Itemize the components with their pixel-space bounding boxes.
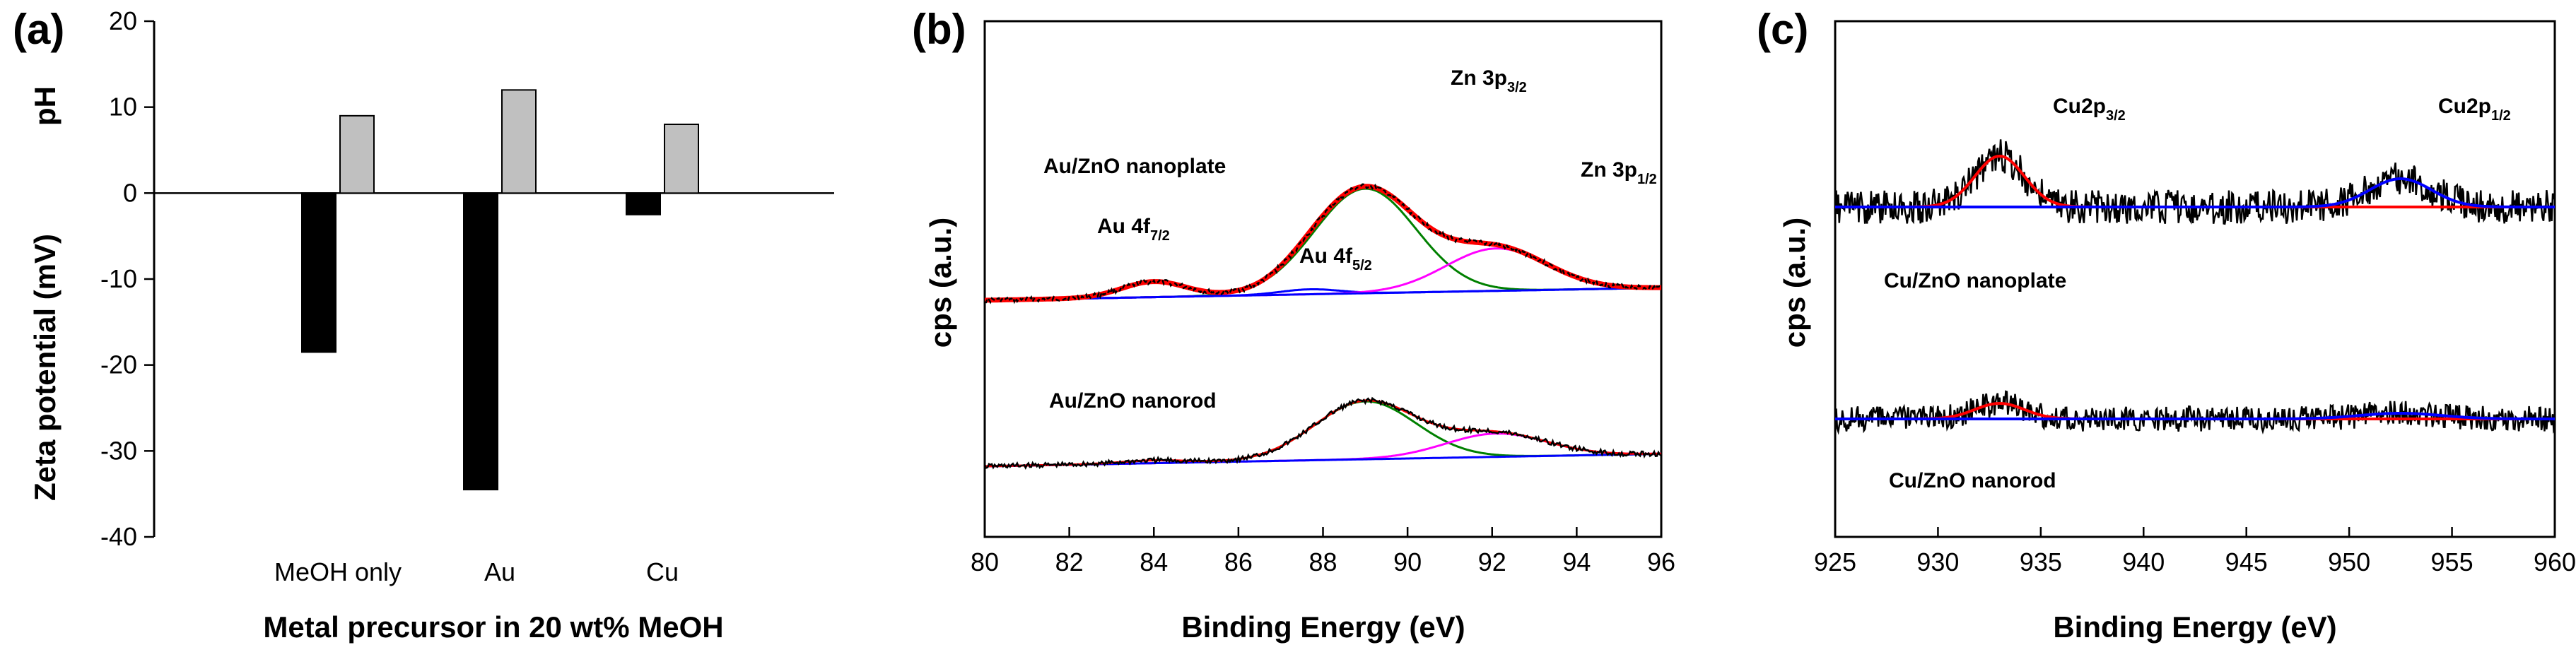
panel-a: (a) 20 10 0 -10 -20 -30 -40 MeOH only Au Cu pH Z… (13, 6, 834, 644)
annotation-cu-zno-nanorod: Cu/ZnO nanorod (1889, 469, 2056, 492)
ph-bar-0 (339, 114, 375, 194)
panel-b-xtick-label: 80 (971, 548, 999, 576)
panel-c-ylabel: cps (a.u.) (1778, 218, 1811, 348)
panel-a-ytick-label: 10 (109, 93, 137, 122)
panel-c-frame (1834, 20, 2556, 538)
panel-c-raw-spectrum-0 (1834, 139, 2556, 225)
panel-b-curves (983, 183, 1662, 470)
panel-b-fit-envelope-0 (985, 184, 1661, 303)
panel-a-xticks: MeOH only Au Cu (274, 557, 679, 586)
annotation-au-4f72: Au 4f7/2 (1097, 215, 1170, 244)
panel-c-component-cu2p12-1 (1835, 412, 2555, 420)
panel-b-label: (b) (912, 6, 966, 53)
panel-c-component-cu2p12-0 (1835, 177, 2555, 208)
annotation-au-4f52: Au 4f5/2 (1299, 244, 1372, 273)
panel-b-ylabel: cps (a.u.) (924, 218, 957, 348)
panel-c-xtick-label: 950 (2328, 548, 2370, 576)
annotation-zn-3p32: Zn 3p3/2 (1451, 66, 1527, 95)
panel-a-ytick-label: 0 (123, 178, 137, 207)
panel-c: (c) 925 930 935 940 945 950 955 960 cps (a.u.) … (1757, 6, 2576, 644)
panel-a-xlabel: Metal precursor in 20 wt% MeOH (263, 610, 723, 644)
panel-b-raw-spectrum-0 (984, 183, 1662, 304)
panel-c-raw-spectrum-1 (1834, 390, 2556, 435)
panel-b-raw-spectrum-1 (983, 396, 1662, 470)
panel-a-xtick-label: Au (484, 557, 515, 586)
panel-a-ytick-label: -30 (100, 436, 137, 465)
panel-b-xtick-label: 94 (1562, 548, 1591, 576)
panel-c-label: (c) (1757, 6, 1808, 53)
annotation-cu-zno-nanoplate: Cu/ZnO nanoplate (1884, 269, 2066, 292)
annotation-zn-3p12: Zn 3p1/2 (1581, 158, 1657, 187)
panel-a-ytick-label: 20 (109, 6, 137, 35)
panel-b-background-0 (985, 286, 1661, 302)
panel-c-xtick-label: 955 (2431, 548, 2473, 576)
panel-b-xtick-label: 86 (1224, 548, 1253, 576)
panel-b-xtick-label: 88 (1309, 548, 1337, 576)
panel-b-xtick-label: 84 (1140, 548, 1168, 576)
panel-a-label: (a) (13, 6, 64, 53)
zeta-bar-1 (463, 192, 498, 491)
panel-c-xtick-label: 960 (2534, 548, 2576, 576)
panel-b-xticks: 80 82 84 86 88 90 92 94 96 (971, 527, 1675, 576)
panel-c-xtick-label: 925 (1814, 548, 1856, 576)
panel-b: (b) 80 82 84 86 88 90 92 94 96 cps (a.u.) Bindin… (912, 6, 1675, 644)
panel-a-xtick-label: Cu (646, 557, 679, 586)
zeta-bar-0 (301, 192, 336, 353)
panel-a-ytick-label: -10 (100, 264, 137, 293)
panel-a-yticks: 20 10 0 -10 -20 -30 -40 (100, 6, 154, 551)
annotation-cu2p32: Cu2p3/2 (2053, 95, 2126, 124)
panel-c-xtick-label: 940 (2122, 548, 2165, 576)
panel-b-xtick-label: 90 (1393, 548, 1422, 576)
panel-c-xlabel: Binding Energy (eV) (2053, 610, 2336, 644)
panel-c-xtick-label: 930 (1916, 548, 1959, 576)
panel-a-ylabel-zeta: Zeta potential (mV) (28, 234, 62, 501)
panel-b-xtick-label: 92 (1478, 548, 1506, 576)
panel-c-curves (1834, 139, 2556, 435)
panel-c-xticks: 925 930 935 940 945 950 955 960 (1814, 527, 2576, 576)
annotation-au-zno-nanoplate: Au/ZnO nanoplate (1043, 155, 1226, 178)
ph-bar-2 (664, 124, 699, 194)
panel-b-xtick-label: 82 (1055, 548, 1084, 576)
panel-b-component-zn3p12-1 (985, 432, 1662, 468)
ph-bar-1 (501, 89, 537, 194)
panel-c-xtick-label: 945 (2225, 548, 2268, 576)
zeta-bar-2 (626, 192, 661, 215)
annotation-au-zno-nanorod: Au/ZnO nanorod (1049, 389, 1217, 413)
panel-a-xtick-label: MeOH only (274, 557, 402, 586)
panel-a-bars (301, 89, 699, 491)
panel-a-ytick-label: -40 (100, 522, 137, 551)
panel-b-xlabel: Binding Energy (eV) (1181, 610, 1465, 644)
panel-a-ylabel-ph: pH (28, 86, 62, 126)
panel-b-xtick-label: 96 (1647, 548, 1675, 576)
panel-c-xtick-label: 935 (2020, 548, 2062, 576)
panel-a-ytick-label: -20 (100, 350, 137, 379)
annotation-cu2p12: Cu2p1/2 (2438, 95, 2511, 124)
